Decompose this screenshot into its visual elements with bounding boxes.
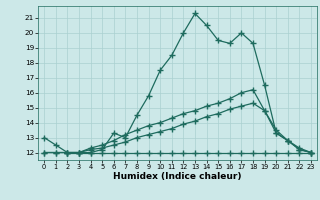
X-axis label: Humidex (Indice chaleur): Humidex (Indice chaleur): [113, 172, 242, 181]
